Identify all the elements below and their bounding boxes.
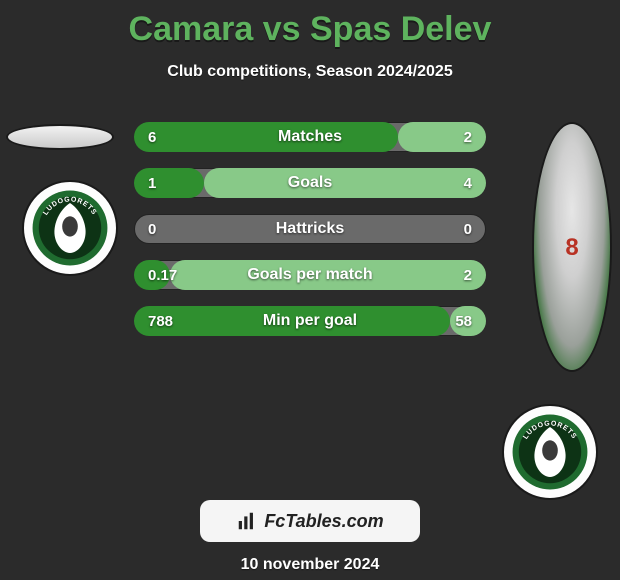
player-left-photo [6,124,114,150]
stat-row: Min per goal788 58 [134,306,486,336]
stat-value-left: 788 [148,306,173,336]
stat-row: Goals1 4 [134,168,486,198]
watermark: FcTables.com [200,500,420,542]
svg-text:1945: 1945 [63,245,77,252]
stat-value-left: 0 [148,214,156,244]
chart-icon [236,510,258,532]
stat-label: Goals [134,168,486,198]
club-badge-left: LUDOGORETS 1945 [22,180,118,276]
stat-value-right: 58 [455,306,472,336]
ludogorets-crest-icon: LUDOGORETS 1945 [511,413,589,491]
date-text: 10 november 2024 [0,556,620,574]
watermark-text: FcTables.com [264,511,383,532]
stat-value-left: 0.17 [148,260,177,290]
club-badge-right: LUDOGORETS 1945 [502,404,598,500]
stat-label: Goals per match [134,260,486,290]
stat-value-right: 2 [464,260,472,290]
ludogorets-crest-icon: LUDOGORETS 1945 [31,189,109,267]
player-right-photo: 8 [532,122,612,372]
stat-row: Hattricks0 0 [134,214,486,244]
stat-label: Hattricks [134,214,486,244]
stats-section: Matches6 2 Goals1 4 Hattricks0 0 Goals per mat… [134,122,486,352]
stat-value-left: 1 [148,168,156,198]
stat-row: Goals per match0.17 2 [134,260,486,290]
page-subtitle: Club competitions, Season 2024/2025 [0,63,620,81]
stat-value-right: 4 [464,168,472,198]
stat-label: Matches [134,122,486,152]
stat-value-right: 2 [464,122,472,152]
stat-row: Matches6 2 [134,122,486,152]
stat-value-right: 0 [464,214,472,244]
player-right-number: 8 [565,234,578,262]
svg-text:1945: 1945 [543,469,557,476]
stat-value-left: 6 [148,122,156,152]
page-title: Camara vs Spas Delev [0,0,620,49]
stat-label: Min per goal [134,306,486,336]
